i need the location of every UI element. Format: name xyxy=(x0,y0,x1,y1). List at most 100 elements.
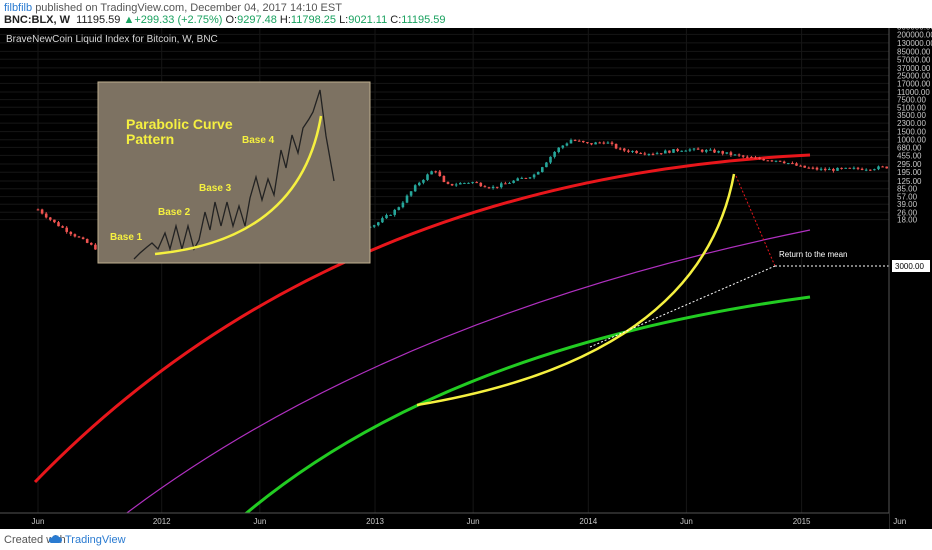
candle-body xyxy=(717,151,720,153)
low-value: 9021.11 xyxy=(348,14,388,26)
candle-body xyxy=(57,222,60,227)
return-to-mean-label: Return to the mean xyxy=(779,250,847,259)
candle-body xyxy=(487,187,491,189)
tradingview-link[interactable]: TradingView xyxy=(65,534,126,546)
regression-bands xyxy=(33,153,811,529)
candle-body xyxy=(610,142,614,144)
candle-body xyxy=(655,153,659,155)
candle-body xyxy=(553,151,556,157)
candle-body xyxy=(647,153,651,155)
candle-body xyxy=(836,167,839,171)
time-tick-label: 2012 xyxy=(153,517,171,526)
candle-body xyxy=(446,182,450,184)
candle-body xyxy=(746,156,749,158)
candle-body xyxy=(582,140,585,143)
inset-base-label: Base 2 xyxy=(158,207,191,218)
candle-body xyxy=(799,165,802,167)
candle-body xyxy=(770,160,774,162)
candle-body xyxy=(504,183,507,185)
candle-body xyxy=(577,140,581,142)
candle-body xyxy=(393,209,396,215)
candle-body xyxy=(569,139,573,144)
price-tick-label: 57000.00 xyxy=(897,55,931,64)
time-tick-label: 2015 xyxy=(793,517,811,526)
price-axis-bg xyxy=(889,28,932,529)
price-tick-label: 3500.00 xyxy=(897,111,926,120)
candle-body xyxy=(705,150,708,152)
candle-body xyxy=(832,168,835,171)
open-label: O: xyxy=(225,14,238,26)
candle-body xyxy=(85,239,89,243)
candle-body xyxy=(545,162,548,168)
candle-body xyxy=(614,143,618,149)
candle-body xyxy=(586,142,589,144)
price-tick-label: 17000.00 xyxy=(897,79,931,88)
candle-body xyxy=(782,161,786,164)
candle-body xyxy=(53,219,56,223)
price-tick-label: 57.00 xyxy=(897,193,918,202)
price-tick-label: 5100.00 xyxy=(897,103,926,112)
candle-body xyxy=(401,202,405,208)
projection-down-line xyxy=(735,175,776,267)
candle-body xyxy=(90,242,93,245)
candle-body xyxy=(500,183,503,188)
chart-title: BraveNewCoin Liquid Index for Bitcoin, W… xyxy=(6,34,218,45)
time-tick-label: 2014 xyxy=(579,517,597,526)
chart-header: filbfilb published on TradingView.com, D… xyxy=(0,0,932,28)
inset-title-line2: Pattern xyxy=(126,131,174,147)
candle-body xyxy=(528,177,532,179)
price-tick-label: 39.00 xyxy=(897,200,918,209)
lower-band-line xyxy=(226,295,811,529)
candle-body xyxy=(791,163,794,165)
price-tick-label: 125.00 xyxy=(897,177,922,186)
candle-body xyxy=(467,182,470,184)
candle-body xyxy=(536,172,540,175)
projection-mean-line xyxy=(589,265,776,348)
candle-body xyxy=(807,167,811,169)
price-tick-label: 1000.00 xyxy=(897,136,926,145)
candle-body xyxy=(426,174,429,180)
candle-body xyxy=(454,184,458,186)
price-tick-label: 1500.00 xyxy=(897,128,926,137)
candle-body xyxy=(873,169,876,171)
price-axis[interactable]: 440000.00300000.00200000.00130000.008500… xyxy=(892,28,932,272)
candle-body xyxy=(627,150,630,152)
price-change: +299.33 (+2.75%) xyxy=(134,14,223,26)
inset-base-label: Base 1 xyxy=(110,232,143,243)
candle-body xyxy=(73,234,77,237)
candle-body xyxy=(639,153,642,155)
candle-body xyxy=(471,182,474,184)
last-price: 11195.59 xyxy=(76,14,121,26)
price-tick-label: 680.00 xyxy=(897,143,922,152)
candle-body xyxy=(483,186,487,188)
footer: Created with TradingView xyxy=(0,529,932,550)
candle-body xyxy=(680,150,683,152)
price-tick-label: 85000.00 xyxy=(897,47,931,56)
candle-body xyxy=(762,158,765,161)
publish-info: filbfilb published on TradingView.com, D… xyxy=(4,2,342,14)
candle-body xyxy=(36,209,40,211)
price-tick-label: 200000.00 xyxy=(897,30,932,39)
up-arrow-icon: ▲ xyxy=(123,14,135,26)
inset-base-label: Base 3 xyxy=(199,183,232,194)
candle-body xyxy=(409,191,413,196)
candle-body xyxy=(418,182,421,186)
candle-body xyxy=(758,157,761,159)
author-link[interactable]: filbfilb xyxy=(4,2,33,14)
price-tick-label: 455.00 xyxy=(897,151,922,160)
time-axis[interactable]: Jun2012Jun2013Jun2014Jun2015Jun2016Jun20… xyxy=(32,517,932,526)
candle-body xyxy=(430,171,433,175)
price-chart[interactable]: Base 1 Base 2 Base 3 Base 4 Return to the me… xyxy=(0,28,932,529)
created-with-text: Created with xyxy=(4,534,66,546)
low-label: L: xyxy=(339,14,349,26)
close-value: 11195.59 xyxy=(401,14,446,26)
candle-body xyxy=(618,148,622,150)
candle-body xyxy=(848,167,852,169)
close-label: C: xyxy=(390,14,402,26)
time-axis-bg xyxy=(0,513,889,529)
candle-body xyxy=(819,168,823,170)
candle-body xyxy=(864,169,868,171)
candle-body xyxy=(65,227,68,232)
